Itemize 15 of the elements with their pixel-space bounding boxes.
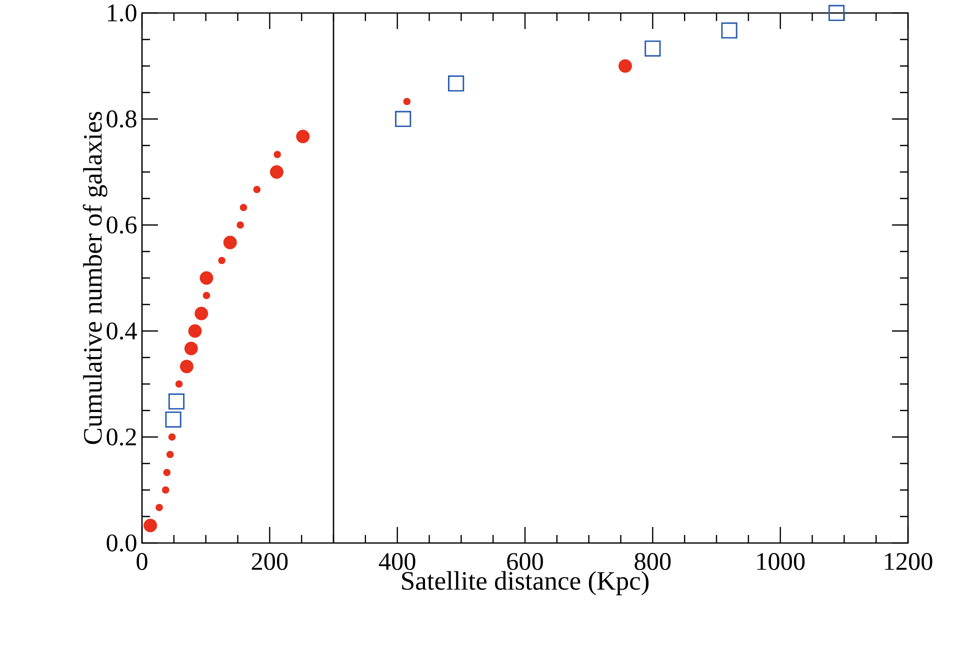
x-tick-label: 800 [634, 553, 671, 570]
y-tick-label: 0.6 [106, 216, 137, 234]
y-tick-label: 0.2 [106, 428, 136, 446]
x-tick-label: 1000 [757, 553, 805, 570]
x-tick-label: 400 [378, 553, 416, 570]
y-axis-title: Cumulative number of galaxies [82, 112, 108, 444]
y-tick-label: 0.0 [106, 534, 136, 552]
y-tick-label: 1.0 [108, 4, 136, 22]
x-axis-title: Satellite distance (Kpc) [402, 571, 649, 596]
x-tick-label: 0 [136, 553, 148, 570]
y-tick-label: 0.8 [106, 110, 136, 128]
y-tick-label: 0.4 [106, 322, 137, 340]
x-tick-label: 1200 [884, 553, 932, 570]
x-tick-label: 200 [252, 553, 288, 570]
x-tick-label: 600 [507, 553, 543, 570]
